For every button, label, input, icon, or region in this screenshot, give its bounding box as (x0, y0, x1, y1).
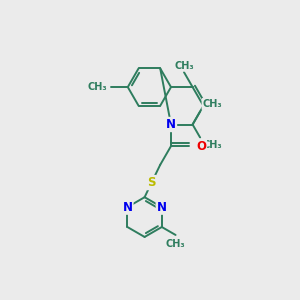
Text: S: S (147, 176, 156, 189)
Text: CH₃: CH₃ (202, 99, 222, 109)
Text: N: N (122, 201, 132, 214)
Text: O: O (196, 140, 206, 153)
Text: N: N (157, 201, 167, 214)
Text: N: N (166, 118, 176, 131)
Text: CH₃: CH₃ (87, 82, 107, 92)
Text: CH₃: CH₃ (166, 238, 185, 249)
Text: CH₃: CH₃ (174, 61, 194, 70)
Text: CH₃: CH₃ (202, 140, 222, 150)
